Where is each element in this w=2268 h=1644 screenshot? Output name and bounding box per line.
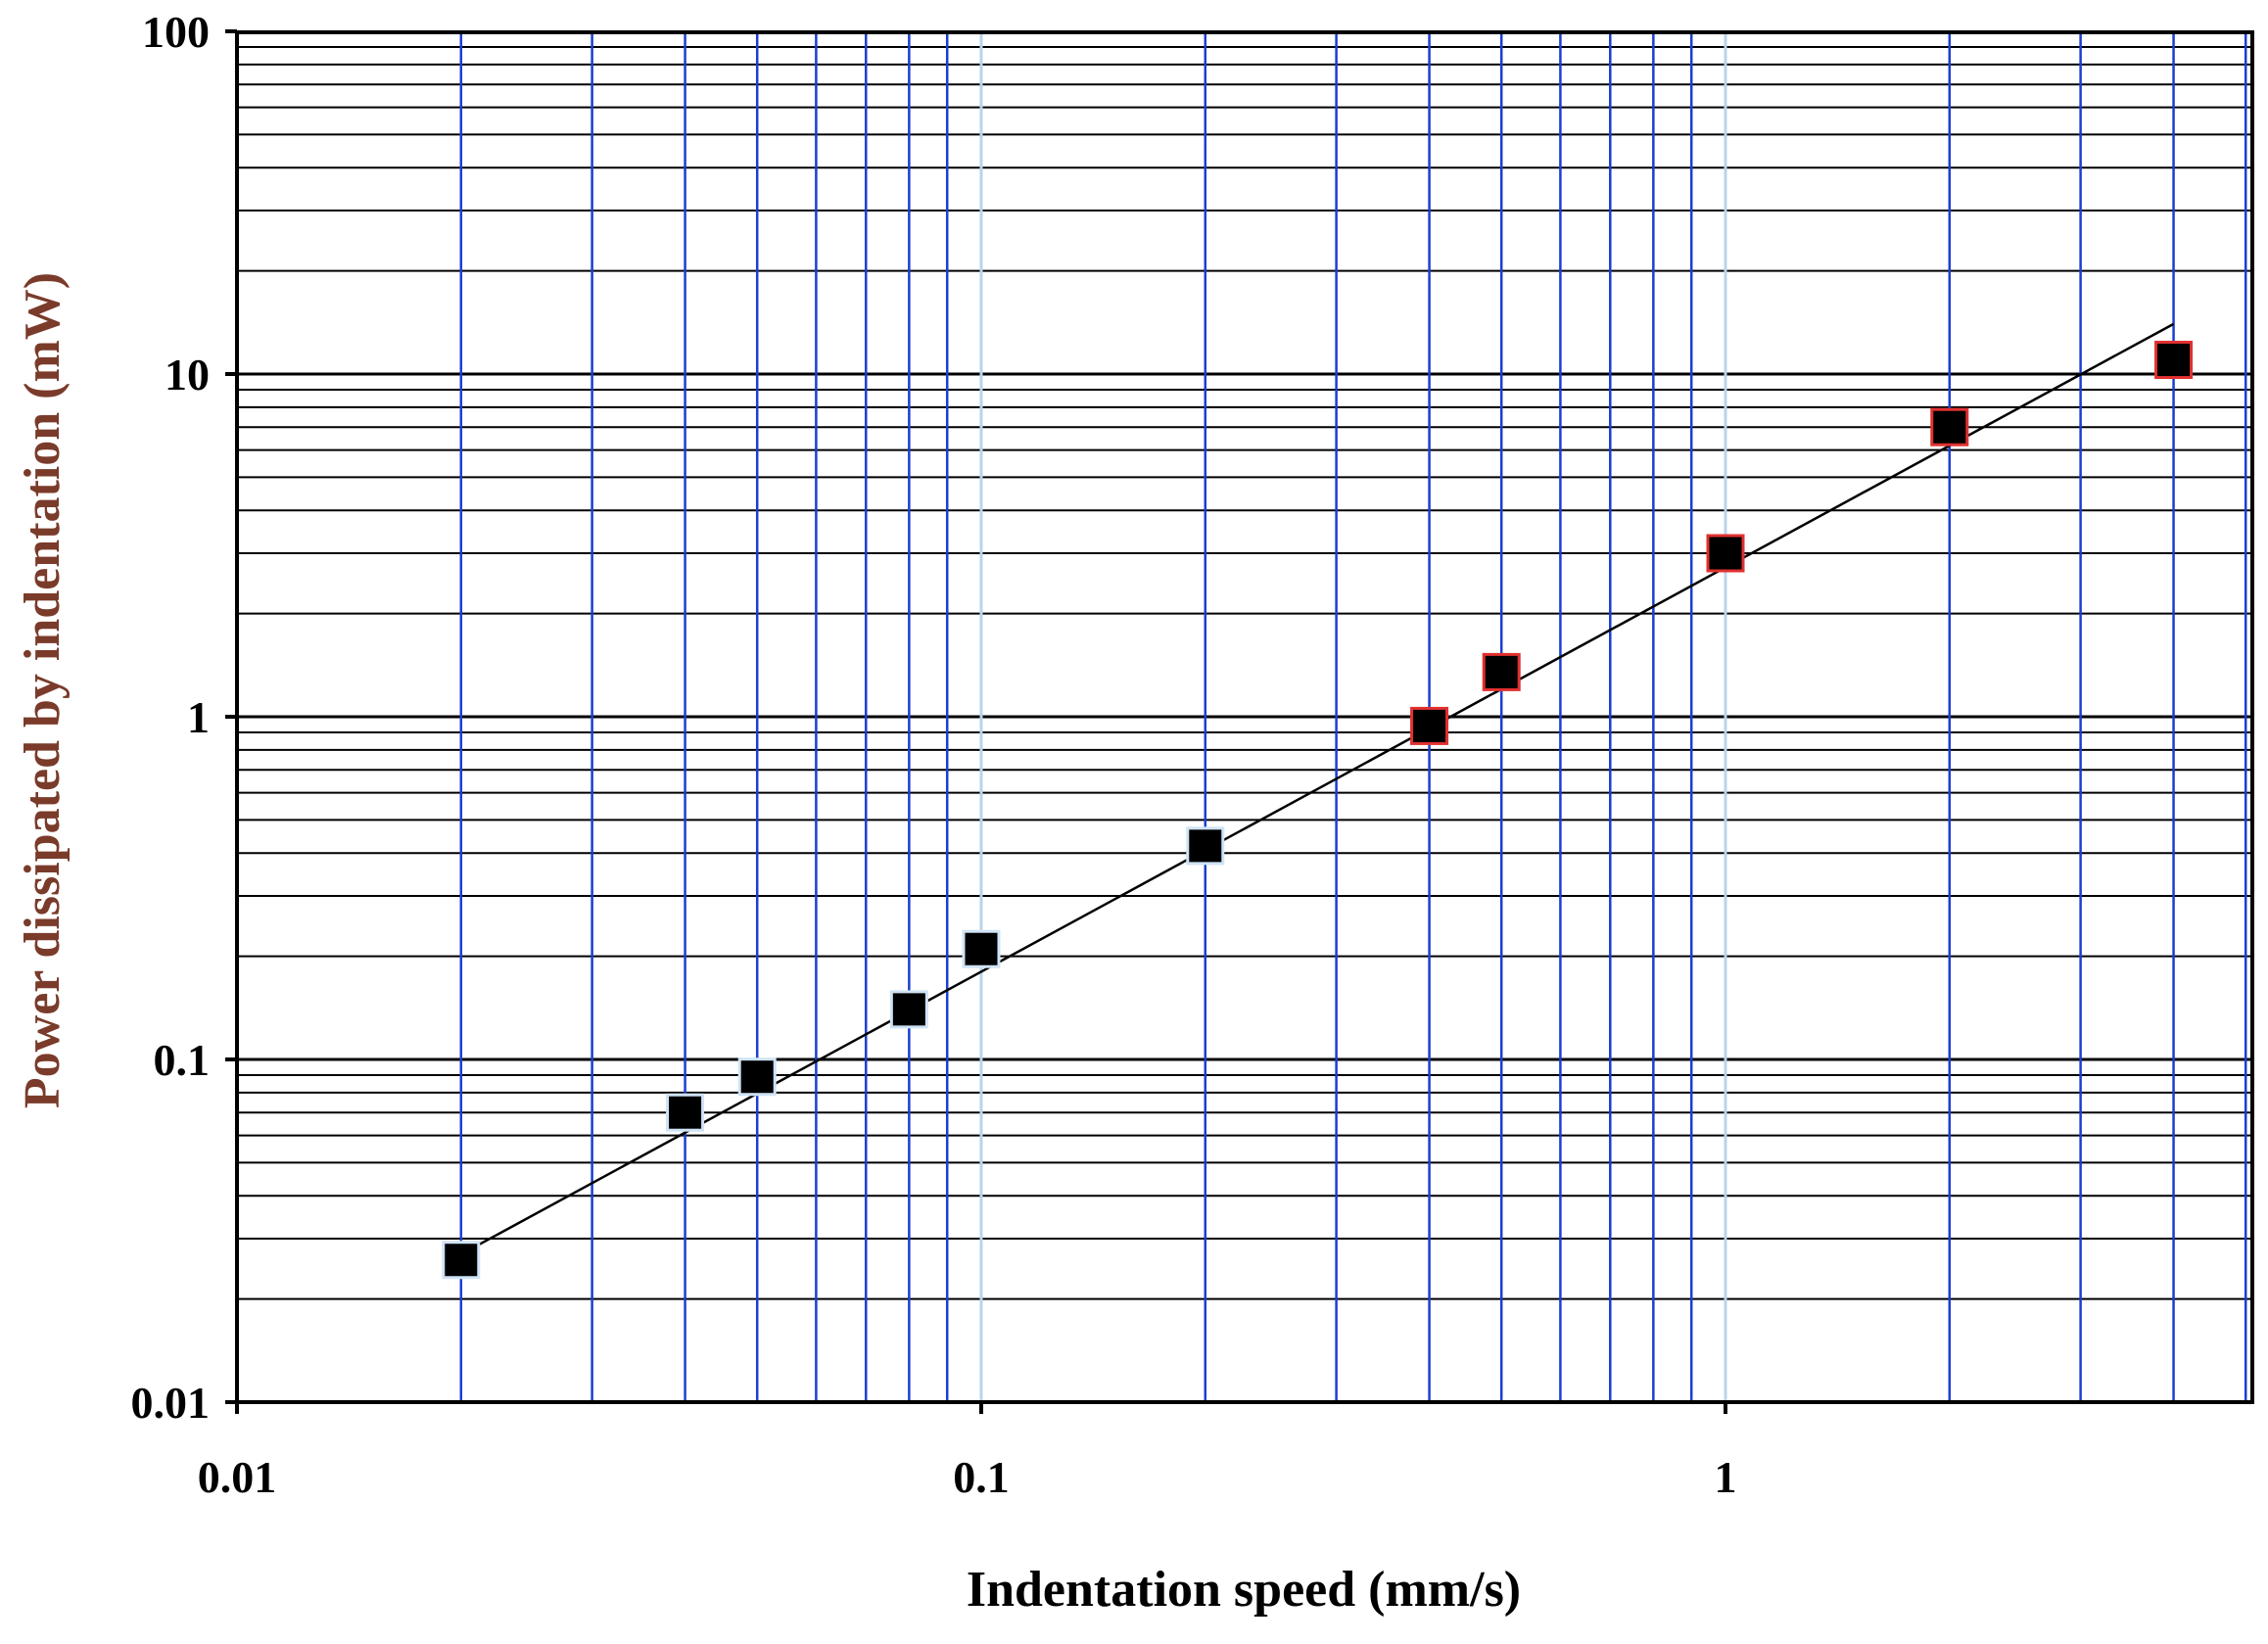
y-tick-label: 10: [165, 350, 210, 399]
data-points: [442, 341, 2194, 1280]
y-axis-label: Power dissipated by indentation (mW): [15, 272, 71, 1108]
x-tick-label: 1: [1715, 1452, 1737, 1502]
y-tick-label: 0.1: [154, 1035, 211, 1085]
data-point: [889, 990, 928, 1029]
data-point: [1186, 826, 1225, 866]
data-point: [962, 929, 1001, 968]
grid: [237, 32, 2252, 1404]
x-tick-label: 0.01: [198, 1452, 277, 1502]
axes: [225, 29, 1727, 1414]
data-point: [1410, 706, 1449, 745]
y-tick-label: 100: [142, 7, 210, 57]
tick-labels: 0.01 0.1 1 10 100 0.01 0.1 1: [131, 7, 1737, 1502]
trend-line: [460, 322, 2175, 1256]
data-point: [1930, 407, 1969, 446]
data-point: [1706, 534, 1745, 573]
data-point: [1482, 652, 1521, 691]
x-tick-label: 0.1: [953, 1452, 1010, 1502]
data-point: [2154, 341, 2194, 380]
data-point: [666, 1093, 705, 1132]
y-tick-label: 1: [187, 692, 210, 742]
data-point: [737, 1057, 777, 1097]
x-axis-label: Indentation speed (mm/s): [967, 1562, 1521, 1618]
data-point: [442, 1241, 481, 1280]
y-tick-label: 0.01: [131, 1378, 211, 1428]
